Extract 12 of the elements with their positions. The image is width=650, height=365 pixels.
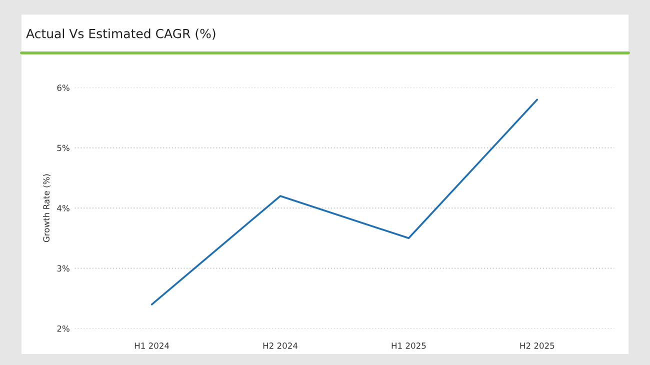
x-tick-label: H1 2024 [134, 342, 170, 349]
y-tick-label: 2% [57, 325, 70, 332]
x-tick-label: H2 2024 [263, 342, 298, 349]
y-tick-label: 3% [57, 265, 70, 272]
x-tick-label: H1 2025 [392, 342, 426, 349]
y-tick-label: 6% [57, 84, 70, 91]
chart-title: Actual Vs Estimated CAGR (%) [26, 28, 216, 40]
y-tick-label: 5% [57, 144, 70, 152]
line-series [150, 98, 538, 306]
x-tick-label: H2 2025 [520, 342, 554, 349]
y-axis-title: Growth Rate (%) [43, 174, 50, 242]
y-tick-label: 4% [57, 205, 70, 212]
